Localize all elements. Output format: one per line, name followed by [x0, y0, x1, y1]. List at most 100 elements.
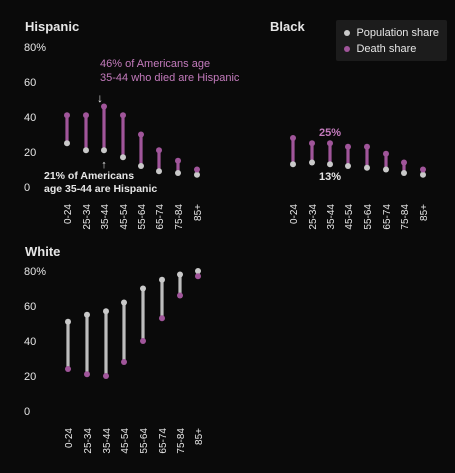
hispanic-death-annotation-line1: 46% of Americans age	[100, 58, 210, 70]
white-x-tick-label: 55-64	[139, 428, 150, 454]
hispanic-death-point	[120, 112, 126, 119]
white-population-point	[65, 318, 71, 325]
white-x-tick-label: 85+	[194, 428, 205, 445]
white-population-point	[84, 311, 90, 318]
hispanic-x-tick-label: 25-34	[82, 204, 93, 230]
white-panel-title: White	[25, 244, 60, 259]
hispanic-x-tick-label: 0-24	[63, 204, 74, 224]
white-dot-icon	[344, 30, 351, 36]
white-death-point	[65, 366, 71, 372]
hispanic-x-tick-label: 45-54	[119, 204, 130, 230]
white-population-point	[177, 271, 183, 278]
white-x-tick-label: 65-74	[158, 428, 169, 454]
hispanic-y-tick-label: 0	[24, 182, 30, 194]
black-death-point	[309, 140, 315, 147]
white-population-point	[195, 268, 201, 274]
hispanic-x-tick-label: 55-64	[137, 204, 148, 230]
up-arrow-icon: ↑	[101, 159, 107, 171]
black-death-point	[327, 140, 333, 147]
white-y-tick-label: 0	[24, 406, 30, 418]
black-x-tick-label: 55-64	[363, 204, 374, 230]
white-y-tick-label: 20	[24, 371, 36, 383]
hispanic-panel-title: Hispanic	[25, 19, 79, 34]
legend-item-death: Death share	[344, 41, 439, 57]
hispanic-death-point	[64, 112, 70, 119]
white-population-point	[159, 276, 165, 283]
hispanic-y-tick-label: 60	[24, 77, 36, 89]
hispanic-x-tick-label: 85+	[193, 204, 204, 221]
white-population-point	[103, 308, 109, 315]
hispanic-x-tick-label: 35-44	[100, 204, 111, 230]
hispanic-population-annotation-line1: 21% of Americans	[44, 170, 134, 182]
white-death-point	[140, 338, 146, 344]
hispanic-x-tick-label: 65-74	[155, 204, 166, 230]
black-death-point	[290, 135, 296, 141]
black-population-annotation: 13%	[319, 171, 341, 183]
black-population-point	[327, 161, 333, 168]
hispanic-population-point	[64, 140, 70, 147]
hispanic-death-annotation-line2: 35-44 who died are Hispanic	[100, 72, 240, 84]
hispanic-population-point	[138, 163, 144, 169]
white-death-point	[159, 315, 165, 322]
legend-population-label: Population share	[356, 27, 439, 39]
hispanic-population-point	[120, 154, 126, 161]
legend-death-label: Death share	[356, 43, 417, 55]
hispanic-y-tick-label: 40	[24, 112, 36, 124]
hispanic-population-point	[101, 147, 107, 154]
hispanic-population-point	[175, 170, 181, 176]
white-y-tick-label: 60	[24, 301, 36, 313]
hispanic-death-point	[194, 166, 200, 173]
hispanic-y-tick-label: 80%	[24, 42, 46, 54]
black-population-point	[309, 159, 315, 166]
black-population-point	[290, 161, 296, 168]
black-population-point	[401, 170, 407, 176]
black-panel-title: Black	[270, 19, 305, 34]
black-population-point	[420, 171, 426, 178]
black-x-tick-label: 65-74	[382, 204, 393, 230]
black-population-point	[364, 164, 370, 171]
black-x-tick-label: 85+	[419, 204, 430, 221]
black-population-point	[345, 163, 351, 169]
hispanic-death-point	[156, 147, 162, 154]
black-death-point	[383, 150, 389, 157]
white-x-tick-label: 45-54	[120, 428, 131, 454]
hispanic-population-point	[194, 171, 200, 178]
white-death-point	[195, 273, 201, 280]
black-x-tick-label: 35-44	[326, 204, 337, 230]
white-population-point	[121, 299, 127, 306]
white-death-point	[177, 292, 183, 299]
black-x-tick-label: 0-24	[289, 204, 300, 224]
black-death-point	[401, 159, 407, 166]
hispanic-death-point	[83, 112, 89, 119]
white-y-tick-label: 80%	[24, 266, 46, 278]
black-x-tick-label: 25-34	[308, 204, 319, 230]
hispanic-population-point	[156, 168, 162, 175]
hispanic-population-point	[83, 147, 89, 154]
black-x-tick-label: 75-84	[400, 204, 411, 230]
black-death-point	[420, 166, 426, 173]
black-x-tick-label: 45-54	[344, 204, 355, 230]
white-x-tick-label: 25-34	[83, 428, 94, 454]
hispanic-death-point	[138, 131, 144, 138]
white-population-point	[140, 285, 146, 292]
hispanic-death-point	[101, 103, 107, 110]
hispanic-death-point	[175, 157, 181, 164]
black-population-point	[383, 166, 389, 173]
purple-dot-icon	[344, 46, 351, 52]
white-y-tick-label: 40	[24, 336, 36, 348]
white-x-tick-label: 75-84	[176, 428, 187, 454]
white-death-point	[121, 359, 127, 365]
white-death-point	[103, 373, 109, 379]
legend-item-population: Population share	[344, 25, 439, 41]
white-death-point	[84, 371, 90, 378]
hispanic-population-annotation-line2: age 35-44 are Hispanic	[44, 183, 157, 195]
white-x-tick-label: 35-44	[102, 428, 113, 454]
black-death-point	[364, 143, 370, 150]
black-death-annotation: 25%	[319, 127, 341, 139]
hispanic-x-tick-label: 75-84	[174, 204, 185, 230]
white-x-tick-label: 0-24	[64, 428, 75, 448]
black-death-point	[345, 143, 351, 150]
hispanic-y-tick-label: 20	[24, 147, 36, 159]
down-arrow-icon: ↓	[97, 91, 103, 105]
